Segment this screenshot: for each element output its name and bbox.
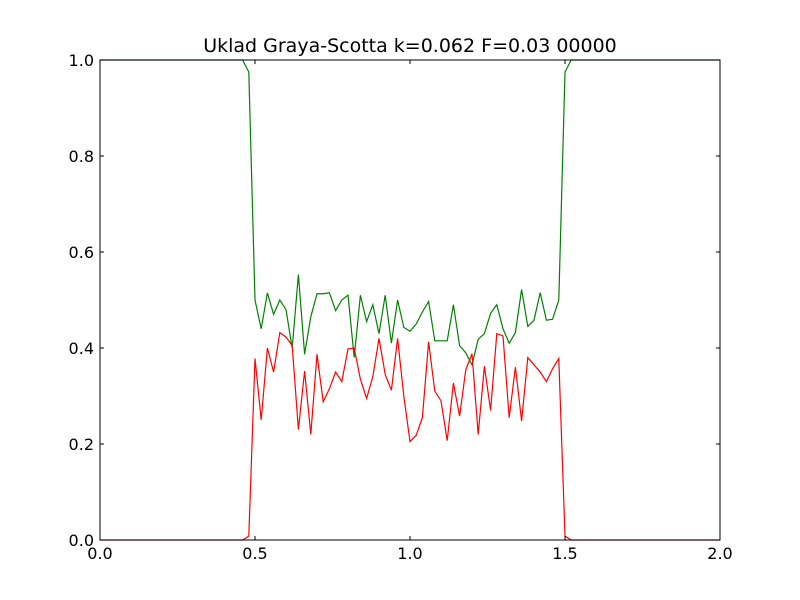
x-tick-label: 0.5 bbox=[242, 544, 267, 563]
series-line-1 bbox=[100, 331, 720, 541]
y-tick-label: 0.0 bbox=[69, 531, 94, 550]
y-tick-label: 0.8 bbox=[69, 147, 94, 166]
x-tick-label: 0.0 bbox=[87, 544, 112, 563]
ticks-layer: 0.0 0.5 1.0 1.5 2.0 0.0 0.2 0.4 0.6 0.8 1.0 bbox=[69, 51, 733, 563]
chart-title: Uklad Graya-Scotta k=0.062 F=0.03 00000 bbox=[203, 35, 617, 57]
series-line-0 bbox=[100, 59, 720, 367]
x-tick-label: 2.0 bbox=[707, 544, 732, 563]
x-tick-label: 1.5 bbox=[552, 544, 577, 563]
y-tick-label: 0.6 bbox=[69, 243, 94, 262]
series-layer bbox=[100, 59, 720, 541]
plot-frame bbox=[99, 59, 721, 541]
y-tick-label: 1.0 bbox=[69, 51, 94, 70]
x-tick-label: 1.0 bbox=[397, 544, 422, 563]
plot-area bbox=[100, 60, 720, 540]
y-tick-label: 0.2 bbox=[69, 435, 94, 454]
y-tick-label: 0.4 bbox=[69, 339, 94, 358]
